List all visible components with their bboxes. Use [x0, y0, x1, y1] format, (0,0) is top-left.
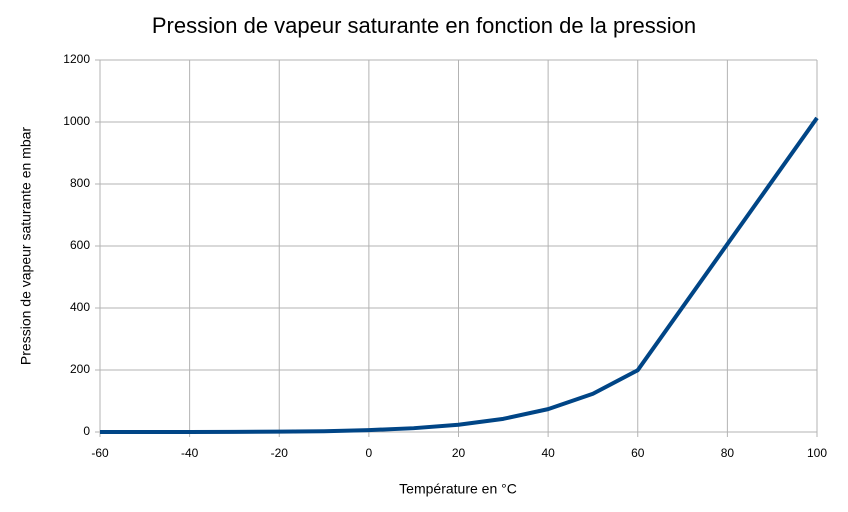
data-line	[99, 116, 819, 434]
y-axis-label: Pression de vapeur saturante en mbar	[18, 127, 34, 365]
x-tick-label: 100	[807, 446, 827, 460]
x-tick-label: 0	[366, 446, 373, 460]
x-tick-label: -40	[181, 446, 199, 460]
x-axis-label: Température en °C	[399, 481, 517, 497]
y-tick-label: 1000	[63, 114, 90, 128]
y-tick-label: 400	[70, 300, 90, 314]
y-tick-label: 0	[83, 424, 90, 438]
x-tick-label: 80	[721, 446, 735, 460]
x-tick-label: -20	[271, 446, 289, 460]
x-tick-label: 60	[631, 446, 645, 460]
x-tick-label: -60	[91, 446, 109, 460]
y-tick-label: 600	[70, 238, 90, 252]
chart-title: Pression de vapeur saturante en fonction…	[152, 13, 696, 38]
y-tick-label: 1200	[63, 52, 90, 66]
x-tick-label: 20	[452, 446, 466, 460]
y-tick-label: 200	[70, 362, 90, 376]
y-tick-label: 800	[70, 176, 90, 190]
x-tick-label: 40	[541, 446, 555, 460]
